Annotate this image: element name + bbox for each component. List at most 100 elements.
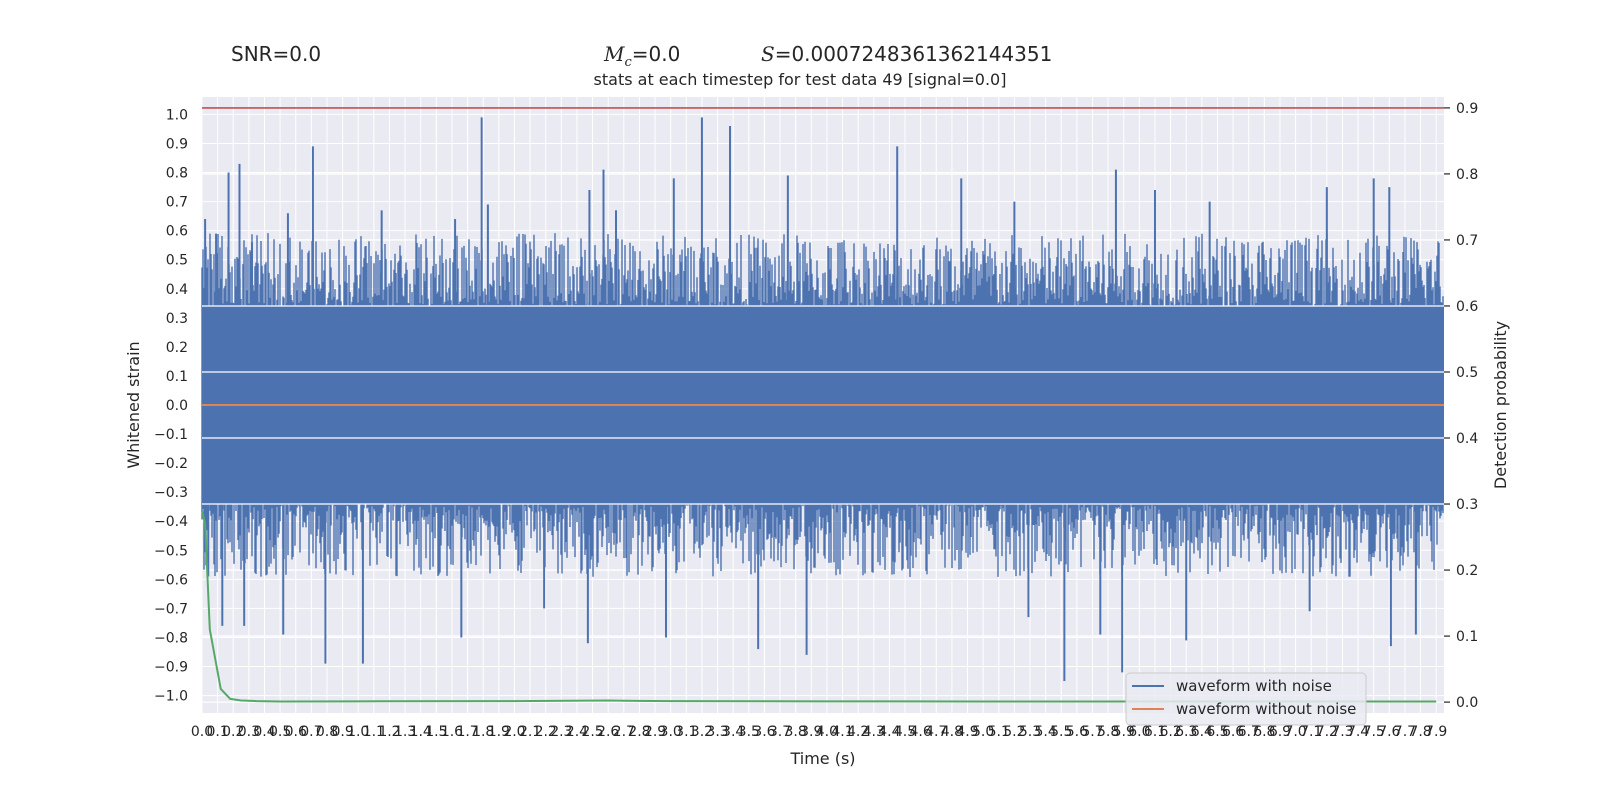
snr-readout: SNR=0.0 [231,42,322,66]
x-tick-label: 4.8 [941,724,963,740]
x-tick-label: 3.0 [660,724,682,740]
x-tick-label: 3.4 [722,724,744,740]
x-tick-label: 5.5 [1050,724,1072,740]
x-tick-label: 1.7 [456,724,478,740]
x-tick-label: 0.5 [269,724,291,740]
y-tick-label: −0.6 [154,572,188,588]
x-tick-label: 0.0 [191,724,213,740]
x-tick-label: 3.8 [785,724,807,740]
y-tick-label: −0.1 [154,427,188,443]
y2-axis-label: Detection probability [1491,321,1510,489]
x-tick-label: 2.0 [503,724,525,740]
x-tick-label: 2.8 [628,724,650,740]
legend: waveform with noise waveform without noi… [1125,672,1367,726]
x-tick-label: 6.6 [1222,724,1244,740]
y2-tick-label: 0.6 [1456,299,1478,315]
x-tick-label: 7.7 [1394,724,1416,740]
x-axis-label: Time (s) [789,749,855,768]
x-tick-label: 1.9 [488,724,510,740]
x-tick-label: 7.9 [1425,724,1447,740]
x-tick-label: 0.2 [222,724,244,740]
y-tick-label: 0.7 [166,195,188,211]
x-tick-label: 5.3 [1019,724,1041,740]
y-tick-label: 0.2 [166,340,188,356]
x-tick-label: 6.0 [1128,724,1150,740]
y-tick-label: 0.9 [166,136,188,152]
x-tick-label: 6.9 [1269,724,1291,740]
x-tick-label: 2.1 [519,724,541,740]
x-tick-label: 3.3 [706,724,728,740]
x-tick-label: 3.5 [738,724,760,740]
x-tick-label: 4.5 [894,724,916,740]
legend-box [1125,672,1367,726]
x-tick-label: 0.3 [238,724,260,740]
x-tick-label: 1.5 [425,724,447,740]
y-axis-label: Whitened strain [124,341,143,468]
x-tick-label: 5.0 [972,724,994,740]
x-tick-label: 2.4 [566,724,588,740]
x-tick-label: 7.4 [1347,724,1369,740]
y-tick-label: −0.4 [154,514,188,530]
x-tick-label: 4.7 [925,724,947,740]
x-tick-label: 4.3 [863,724,885,740]
y-tick-label: 0.8 [166,166,188,182]
y-tick-label: 0.6 [166,224,188,240]
x-tick-label: 0.9 [331,724,353,740]
y-tick-label: −0.5 [154,543,188,559]
y2-tick-label: 0.3 [1456,497,1478,513]
y-tick-label: 0.1 [166,369,188,385]
y-tick-label: 0.4 [166,282,188,298]
x-tick-label: 5.9 [1113,724,1135,740]
x-tick-label: 2.2 [535,724,557,740]
x-tick-label: 4.6 [910,724,932,740]
y-tick-label: 1.0 [166,107,188,123]
s-value: =0.0007248361362144351 [774,42,1053,66]
y2-tick-label: 0.9 [1456,101,1478,117]
x-tick-label: 6.8 [1253,724,1275,740]
x-tick-label: 7.1 [1300,724,1322,740]
chirp-mass-readout: Mc=0.0 [604,42,680,70]
x-tick-label: 1.2 [378,724,400,740]
x-tick-label: 2.3 [550,724,572,740]
chirp-mass-value: =0.0 [631,42,681,66]
x-tick-label: 5.8 [1097,724,1119,740]
y2-tick-label: 0.4 [1456,431,1478,447]
x-tick-label: 3.2 [691,724,713,740]
x-tick-label: 2.5 [581,724,603,740]
x-tick-label: 3.7 [769,724,791,740]
x-tick-label: 3.1 [675,724,697,740]
x-tick-label: 4.1 [831,724,853,740]
x-tick-label: 0.6 [285,724,307,740]
x-tick-label: 0.8 [316,724,338,740]
detection-probability-line [201,510,1437,703]
s-statistic-readout: S=0.0007248361362144351 [761,42,1052,66]
chirp-mass-subscript: c [624,55,632,70]
y-tick-label: −0.8 [154,630,188,646]
y2-tick-label: 0.1 [1456,629,1478,645]
s-symbol: S [761,42,775,66]
x-tick-label: 7.6 [1378,724,1400,740]
x-tick-label: 3.6 [753,724,775,740]
x-tick-label: 6.5 [1206,724,1228,740]
x-tick-label: 3.9 [800,724,822,740]
x-tick-label: 5.1 [988,724,1010,740]
y-tick-label: −0.2 [154,456,188,472]
x-tick-label: 0.1 [206,724,228,740]
x-tick-label: 0.4 [253,724,275,740]
y-tick-label: −0.3 [154,485,188,501]
x-tick-label: 0.7 [300,724,322,740]
line-series-layer [201,107,1444,703]
chirp-mass-symbol: M [604,42,625,66]
x-tick-label: 6.1 [1144,724,1166,740]
x-tick-label: 1.6 [441,724,463,740]
x-tick-label: 7.2 [1316,724,1338,740]
legend-label-noise: waveform with noise [1176,677,1332,695]
x-tick-label: 1.3 [394,724,416,740]
x-tick-label: 6.2 [1159,724,1181,740]
y-tick-label: −0.9 [154,660,188,676]
y-tick-label: 0.5 [166,253,188,269]
x-tick-label: 5.7 [1081,724,1103,740]
noise-envelope [201,233,1444,577]
x-tick-label: 1.8 [472,724,494,740]
